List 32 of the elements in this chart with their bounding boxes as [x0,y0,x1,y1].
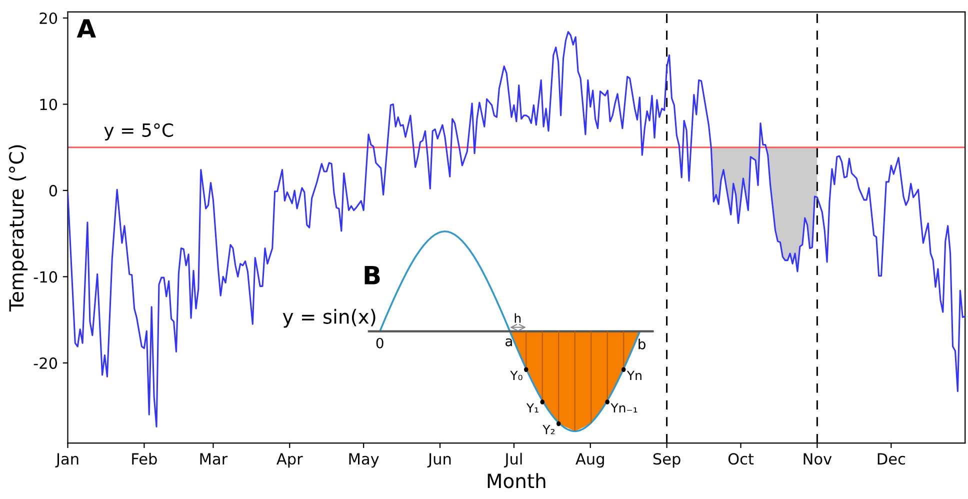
annotation: Yn₋₁ [610,403,638,412]
annotation: Y₂ [542,424,555,434]
x-tick-label: Dec [878,453,905,465]
annotation: A [76,19,96,38]
annotation: a [506,338,512,346]
annotation: h [514,313,521,323]
annotation: 0 [376,338,384,348]
annotation: Y₁ [526,403,538,412]
annotation: b [638,338,646,350]
y-tick-label: 10 [40,98,58,110]
ref-line-label: y = 5°C [104,123,174,140]
x-tick-label: Oct [728,453,754,465]
x-tick-label: Jun [427,453,451,468]
x-tick-label: May [349,453,379,468]
annotation: Yn [626,370,642,380]
x-tick-label: Apr [276,453,303,468]
annotation: y = sin(x) [282,308,376,328]
x-tick-label: Mar [200,453,228,465]
x-tick-label: Jul [504,452,522,468]
x-tick-label: Aug [576,453,604,468]
x-tick-label: Nov [804,453,832,465]
x-tick-label: Jan [55,453,78,468]
y-tick-label: -20 [34,357,58,369]
x-axis-title: Month [488,473,546,488]
y-axis-title: Temperature (°C) [8,145,28,312]
y-tick-label: 0 [49,184,58,196]
x-tick-label: Feb [132,452,157,465]
annotation: B [364,266,380,284]
y-tick-label: -10 [34,271,58,283]
x-tick-label: Sep [653,453,680,468]
annotation: Y₀ [510,370,522,380]
y-tick-label: 20 [40,12,58,24]
